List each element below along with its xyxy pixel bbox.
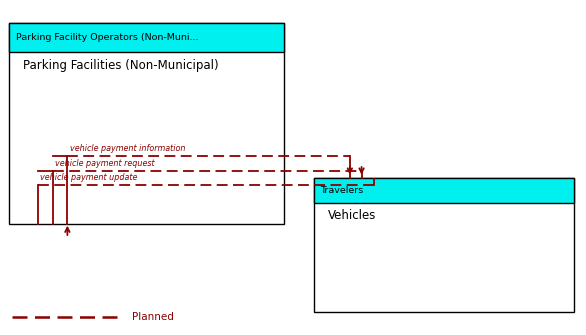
Text: vehicle payment request: vehicle payment request xyxy=(55,159,155,168)
Bar xyxy=(314,178,574,312)
Bar xyxy=(9,23,284,224)
Text: vehicle payment update: vehicle payment update xyxy=(40,173,138,182)
Text: Travelers: Travelers xyxy=(321,186,364,195)
Bar xyxy=(314,178,574,203)
Text: Parking Facility Operators (Non-Muni...: Parking Facility Operators (Non-Muni... xyxy=(16,33,198,42)
Bar xyxy=(9,23,284,52)
Text: vehicle payment information: vehicle payment information xyxy=(70,144,185,153)
Text: Parking Facilities (Non-Municipal): Parking Facilities (Non-Municipal) xyxy=(23,59,219,72)
Text: Vehicles: Vehicles xyxy=(328,209,377,222)
Text: Planned: Planned xyxy=(132,312,173,322)
